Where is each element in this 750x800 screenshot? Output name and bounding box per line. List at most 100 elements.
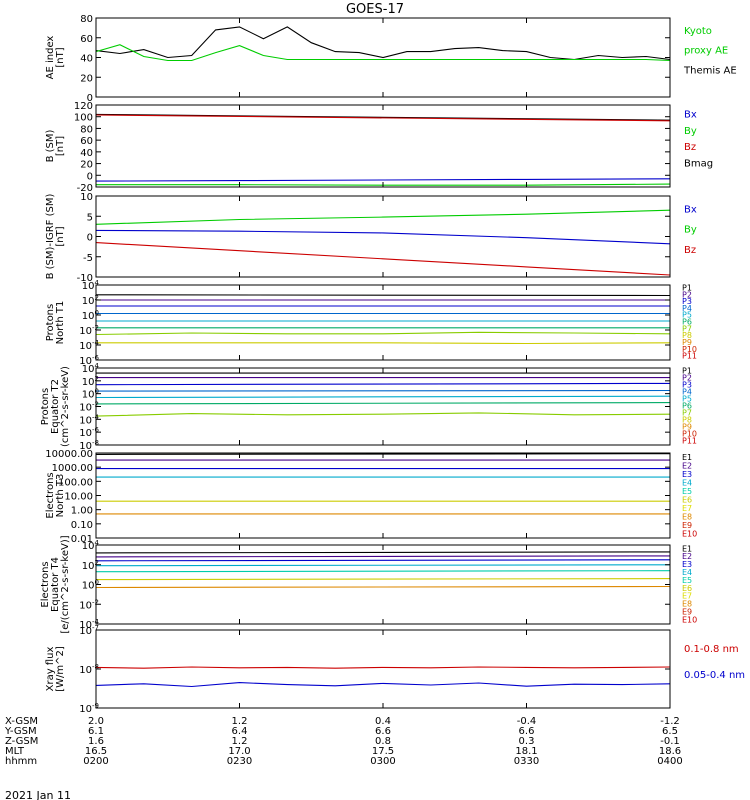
ephemeris-row-label: X-GSM — [5, 716, 38, 727]
y-tick-label: 10-2 — [79, 324, 99, 337]
ephemeris-value: 0300 — [370, 756, 395, 767]
series-p5 — [95, 395, 671, 399]
legend-entry: E6 — [682, 584, 692, 593]
ephemeris-value: 0330 — [514, 756, 539, 767]
y-tick-label: 20 — [80, 160, 93, 171]
y-tick-label: 1.00 — [71, 506, 93, 517]
series-e5 — [95, 570, 671, 573]
y-tick-label: 102 — [82, 294, 99, 307]
series-0-05-0-4-nm — [95, 682, 671, 688]
ephemeris-value: 1.2 — [232, 716, 248, 727]
series-bz — [95, 114, 671, 122]
y-tick-label: 10-2 — [79, 401, 99, 414]
legend-entry: P10 — [682, 345, 697, 354]
legend-entry: 0.05-0.4 nm — [684, 670, 745, 681]
legend-entry: P9 — [682, 338, 692, 347]
legend-entry: E9 — [682, 521, 692, 530]
y-tick-label: 10-4 — [79, 413, 99, 426]
series-e1 — [95, 551, 671, 554]
legend-entry: E7 — [682, 504, 692, 513]
y-tick-label: 20 — [80, 73, 93, 84]
y-tick-label: 100 — [82, 309, 99, 322]
y-tick-label: 10-8 — [79, 663, 99, 676]
legend-entry: By — [684, 225, 697, 236]
ephemeris-row-label: hhmm — [5, 756, 37, 767]
series-0-1-0-8-nm — [95, 666, 671, 669]
ephemeris-value: 0200 — [83, 756, 108, 767]
y-tick-label: 102 — [82, 375, 99, 388]
y-axis-label: ProtonsNorth T1 — [45, 301, 66, 345]
legend-entry: E10 — [682, 529, 697, 538]
legend-entry: By — [684, 126, 697, 137]
series-e3 — [95, 559, 671, 562]
legend-entry: P6 — [682, 318, 692, 327]
y-tick-label: 104 — [82, 279, 100, 292]
series-p3 — [95, 382, 671, 386]
legend-entry: P6 — [682, 402, 692, 411]
panel-frame — [95, 629, 671, 709]
legend-entry: Themis AE — [683, 65, 737, 76]
series-p6 — [95, 402, 671, 405]
ephemeris-row-label: Z-GSM — [5, 736, 38, 747]
legend-entry: E2 — [682, 552, 692, 561]
legend-entry: P1 — [682, 367, 692, 376]
y-tick-label: -5 — [83, 253, 93, 264]
legend-entry: proxy AE — [684, 46, 728, 57]
ephemeris-value: 1.6 — [88, 736, 104, 747]
y-tick-label: 0 — [87, 233, 93, 244]
y-tick-label: 80 — [80, 14, 93, 25]
ephemeris-value: 2.0 — [88, 716, 104, 727]
y-tick-label: -20 — [77, 183, 93, 194]
legend-entry: P8 — [682, 416, 692, 425]
y-tick-label: 0 — [87, 93, 93, 104]
legend-entry: Bx — [684, 109, 697, 120]
y-tick-label: 10 — [80, 192, 93, 203]
legend-entry: P1 — [682, 283, 692, 292]
legend-entry: E1 — [682, 544, 692, 553]
ephemeris-value: 6.4 — [232, 726, 248, 737]
legend-entry: P4 — [682, 388, 692, 397]
legend-entry: P3 — [682, 297, 692, 306]
legend-entry: P4 — [682, 304, 692, 313]
y-tick-label: 10-2 — [79, 598, 99, 611]
ephemeris-value: 17.5 — [372, 746, 394, 757]
legend-entry: E9 — [682, 608, 692, 617]
ephemeris-value: 0230 — [227, 756, 252, 767]
panel-frame — [95, 195, 671, 278]
series-p7 — [95, 412, 671, 417]
y-axis-label: B (SM)-IGRF (SM)[nT] — [45, 194, 66, 280]
y-axis-label: ProtonsEquator T2(cm^2-s-sr-keV) — [40, 366, 71, 447]
y-tick-label: 10-7 — [79, 624, 99, 637]
y-tick-label: 40 — [80, 148, 93, 159]
legend-entry: P5 — [682, 395, 692, 404]
series-bz — [95, 242, 671, 276]
ephemeris-value: 0.8 — [375, 736, 391, 747]
legend-entry: E8 — [682, 512, 692, 521]
series-e4 — [95, 564, 671, 567]
y-tick-label: 0 — [87, 171, 93, 182]
ephemeris-value: -0.4 — [517, 716, 537, 727]
ephemeris-value: 16.5 — [85, 746, 107, 757]
panel-3: -10 -5 0 5 10 B (SM)-IGRF (SM)[nT] Bx By Bz — [45, 192, 697, 284]
legend-entry: P9 — [682, 423, 692, 432]
series-bmag — [95, 113, 671, 121]
ephemeris-value: 6.6 — [519, 726, 535, 737]
legend-entry: P8 — [682, 331, 692, 340]
legend-entry: E4 — [682, 568, 692, 577]
y-axis-label: AE index[nT] — [45, 36, 66, 80]
series-themis-ae — [95, 26, 671, 61]
y-tick-label: 5 — [87, 212, 93, 223]
y-tick-label: 60 — [80, 34, 93, 45]
legend-entry: E5 — [682, 487, 692, 496]
legend-entry: P2 — [682, 290, 692, 299]
legend-entry: E6 — [682, 495, 692, 504]
legend-entry: P7 — [682, 324, 692, 333]
date-label: 2021 Jan 11 — [5, 789, 71, 800]
ephemeris-value: 0.3 — [519, 736, 535, 747]
y-tick-label: 40 — [80, 54, 93, 65]
